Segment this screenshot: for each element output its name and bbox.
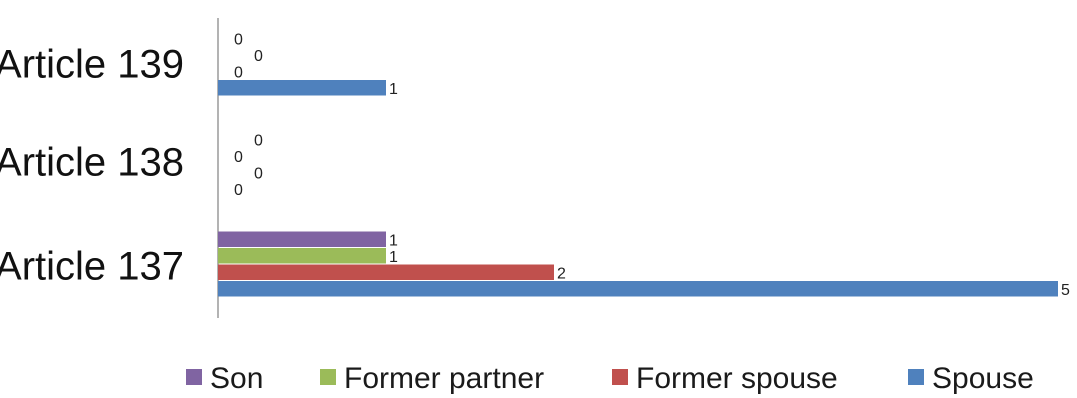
category-label-article-137: Article 137: [0, 245, 184, 289]
legend-swatch-former-spouse: [612, 369, 628, 385]
data-label-article-137-son: 1: [389, 232, 398, 249]
category-label-article-139: Article 139: [0, 43, 184, 87]
category-labels: Article 137 Article 138 Article 139: [0, 43, 184, 289]
legend: Son Former partner Former spouse Spouse: [186, 362, 1034, 395]
legend-label-son: Son: [210, 362, 263, 395]
data-label-article-138-former-spouse: 0: [254, 165, 263, 182]
category-label-article-138: Article 138: [0, 141, 184, 185]
data-label-article-139-son: 0: [234, 31, 243, 48]
legend-label-former-spouse: Former spouse: [636, 362, 838, 395]
legend-label-former-partner: Former partner: [344, 362, 544, 395]
data-label-article-138-former-partner: 0: [234, 149, 243, 166]
bar-article-137-son: [218, 231, 386, 247]
legend-swatch-son: [186, 369, 202, 385]
bar-article-139-spouse: [218, 80, 386, 96]
data-label-article-137-spouse: 5: [1061, 282, 1070, 299]
legend-label-spouse: Spouse: [932, 362, 1034, 395]
bar-article-137-spouse: [218, 281, 1058, 297]
data-label-article-137-former-spouse: 2: [557, 265, 566, 282]
data-label-article-138-son: 0: [254, 132, 263, 149]
data-label-article-139-spouse: 1: [389, 81, 398, 98]
legend-swatch-spouse: [908, 369, 924, 385]
bar-article-137-former-partner: [218, 248, 386, 264]
bars: [218, 80, 1058, 297]
data-label-article-139-former-spouse: 0: [234, 64, 243, 81]
data-label-article-139-former-partner: 0: [254, 48, 263, 65]
data-label-article-137-former-partner: 1: [389, 249, 398, 266]
bar-article-137-former-spouse: [218, 264, 554, 280]
legend-swatch-former-partner: [320, 369, 336, 385]
data-label-article-138-spouse: 0: [234, 182, 243, 199]
